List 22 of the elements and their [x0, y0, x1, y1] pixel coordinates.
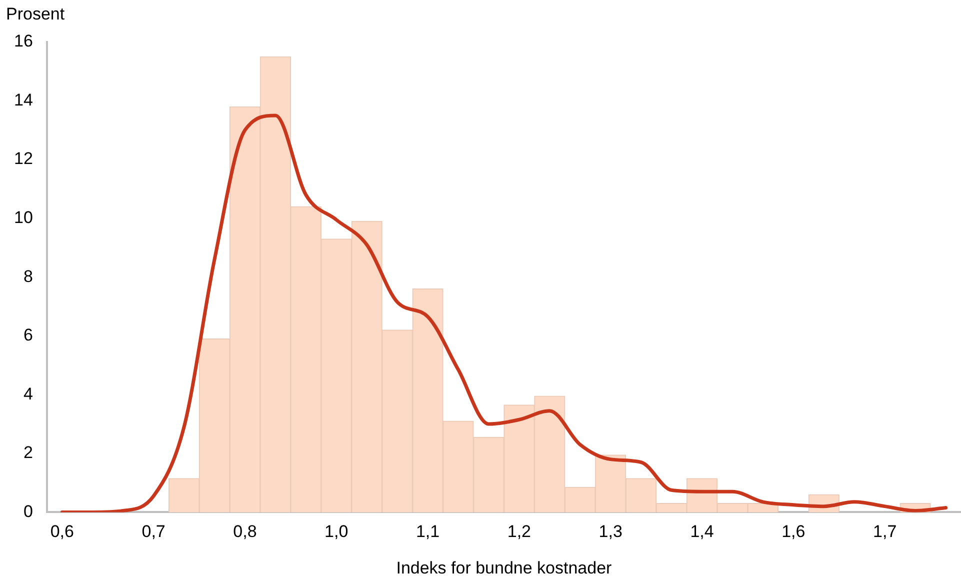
x-axis-title: Indeks for bundne kostnader [396, 558, 612, 578]
x-tick-label: 1,4 [690, 522, 714, 542]
y-tick-label: 6 [23, 326, 33, 345]
line-series [60, 114, 948, 512]
x-tick-label: 1,2 [507, 522, 532, 542]
x-tick-label: 1,1 [416, 522, 440, 542]
y-tick-label: 12 [14, 149, 33, 168]
x-tick-label: 0,8 [233, 522, 257, 542]
y-tick-label: 16 [14, 32, 33, 51]
y-tick-label: 10 [14, 208, 33, 228]
y-tick-label: 4 [23, 384, 33, 404]
y-tick-label: 2 [23, 443, 33, 462]
y-tick-label: 8 [23, 266, 33, 286]
x-tick-label: 1,0 [324, 522, 348, 542]
y-axis-title: Prosent [6, 4, 65, 24]
y-tick-label: 0 [23, 502, 33, 521]
y-tick-label: 14 [14, 90, 33, 110]
x-tick-label: 1,3 [598, 522, 622, 542]
x-tick-label: 1,7 [873, 522, 897, 542]
x-tick-label: 0,6 [50, 522, 74, 542]
x-tick-label: 1,6 [782, 522, 806, 542]
x-tick-label: 0,7 [142, 522, 166, 542]
